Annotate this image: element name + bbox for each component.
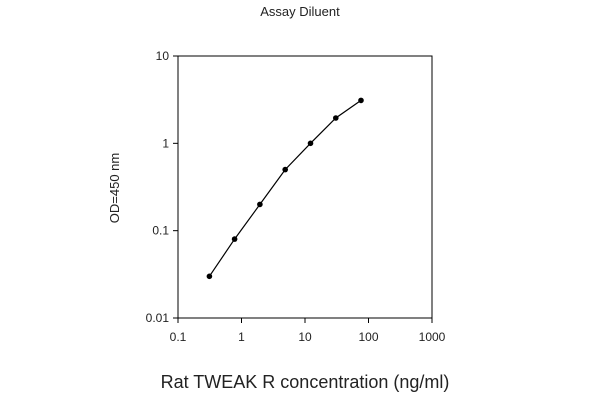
data-point xyxy=(231,236,238,242)
plot-frame xyxy=(177,55,433,319)
y-tick-label: 1 xyxy=(162,136,169,150)
x-tick-label: 0.1 xyxy=(170,330,187,344)
x-tick-label: 1000 xyxy=(419,330,446,344)
y-axis-label: OD=450 nm xyxy=(107,153,122,223)
chart-title: Assay Diluent xyxy=(260,4,340,19)
data-point xyxy=(333,115,339,121)
data-point xyxy=(282,166,289,173)
x-tick-label: 1 xyxy=(238,330,245,344)
y-tick-label: 0.01 xyxy=(146,311,170,325)
data-point xyxy=(307,140,314,147)
x-axis-label: Rat TWEAK R concentration (ng/ml) xyxy=(161,372,450,392)
data-point xyxy=(206,273,213,280)
standard-curve-line xyxy=(208,99,362,277)
y-axis: 0.01 0.1 1 10 xyxy=(146,49,178,325)
y-tick-label: 0.1 xyxy=(152,224,169,238)
data-point xyxy=(358,97,364,104)
y-tick-label: 10 xyxy=(156,49,170,63)
data-point xyxy=(257,201,263,208)
x-tick-label: 100 xyxy=(358,330,378,344)
x-axis: 0.1 1 10 100 1000 xyxy=(170,318,446,344)
data-points xyxy=(206,97,364,280)
x-tick-label: 10 xyxy=(298,330,312,344)
